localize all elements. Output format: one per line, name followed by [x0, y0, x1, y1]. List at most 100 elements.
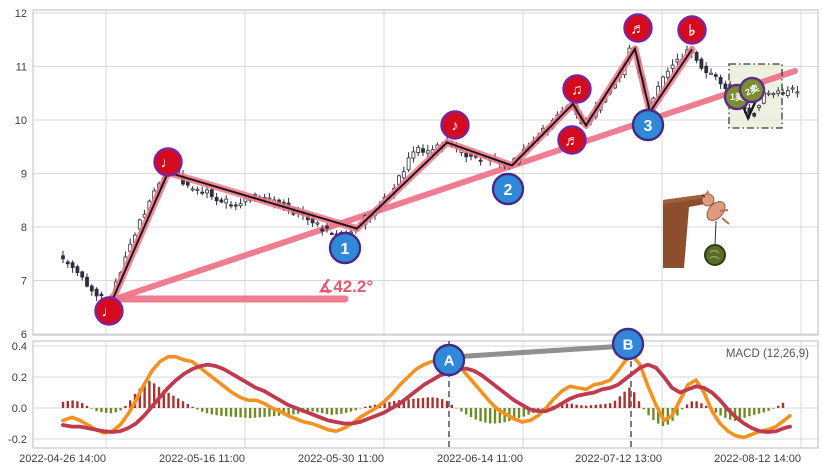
pig-leg	[719, 209, 729, 212]
candle-body	[665, 70, 670, 78]
candle-body	[704, 65, 709, 74]
eighth-note-marker[interactable]: ♪	[440, 110, 470, 140]
x-tick: 2022-06-14 11:00	[437, 453, 523, 465]
beamed-sixteenth-notes-marker-label: ♬	[565, 132, 580, 149]
sell-point-marker-circle[interactable]	[736, 74, 768, 106]
x-tick: 2022-08-12 14:00	[714, 453, 801, 465]
main-y-tick: 8	[21, 222, 27, 234]
candle-body	[401, 171, 406, 179]
macd-y-tick: 0.2	[12, 372, 27, 384]
candle-body	[325, 225, 329, 229]
candle-body	[771, 93, 776, 96]
candle-body	[675, 58, 680, 63]
candle-body	[411, 151, 416, 159]
macd-y-tick: -0.2	[8, 434, 27, 446]
candle-body	[464, 152, 469, 158]
divergence-B-marker-label: B	[623, 336, 634, 353]
sell-point-marker-label: 2卖	[743, 82, 760, 98]
pivot-3-marker-circle[interactable]	[631, 108, 665, 142]
candle-body	[238, 203, 243, 207]
ab-divergence-line	[449, 343, 628, 360]
trendline	[109, 68, 798, 303]
x-tick: 2022-05-16 11:00	[159, 453, 245, 465]
pig-ear	[704, 190, 710, 195]
candle-body	[752, 113, 757, 117]
candle-body	[406, 157, 411, 171]
trend-lines	[109, 68, 798, 303]
eighth-note-marker-label: ♪	[451, 117, 459, 134]
main-y-tick: 11	[16, 62, 27, 74]
beamed-eighth-notes-marker-label: ♫	[571, 81, 582, 98]
quarter-note-marker-circle[interactable]	[153, 147, 183, 177]
flat-sign-marker-label: ♭	[688, 22, 695, 39]
candle-body	[61, 255, 65, 260]
beamed-eighth-notes-marker[interactable]: ♫	[562, 74, 592, 104]
zigzag-segments	[108, 45, 760, 305]
candle-body	[790, 87, 795, 90]
pivot-2-marker-circle[interactable]	[491, 172, 525, 206]
pivot-3-marker[interactable]: 3	[631, 108, 665, 142]
candle-body	[699, 58, 704, 69]
quarter-note-marker-label: ♩	[102, 303, 117, 320]
pig-arm	[701, 194, 706, 198]
macd-panel-content	[61, 341, 792, 448]
divergence-B-marker[interactable]: B	[611, 327, 645, 361]
flat-sign-marker-circle[interactable]	[677, 15, 707, 45]
pivot-1-marker-label: 1	[341, 241, 350, 258]
cliff-shape	[663, 194, 707, 268]
x-tick: 2022-07-12 13:00	[575, 453, 662, 465]
beamed-sixteenth-notes-marker-circle[interactable]	[557, 125, 587, 155]
divergence-A-marker-circle[interactable]	[432, 343, 466, 377]
ball-pattern	[709, 250, 720, 260]
hanging-pig-cartoon	[663, 190, 730, 268]
candle-body	[766, 92, 771, 95]
candle-body	[214, 197, 219, 202]
candle-body	[694, 52, 699, 61]
divergence-B-marker-circle[interactable]	[611, 327, 645, 361]
divergence-A-marker-label: A	[444, 352, 455, 369]
pivot-1-marker-circle[interactable]	[328, 231, 362, 265]
main-y-tick: 12	[15, 8, 27, 20]
quarter-note-marker[interactable]: ♩	[94, 296, 124, 326]
candle-body	[80, 271, 85, 278]
pivot-1-marker[interactable]: 1	[328, 231, 362, 265]
eighth-note-marker-circle[interactable]	[440, 110, 470, 140]
macd-dea-line	[61, 362, 792, 434]
flat-sign-marker[interactable]: ♭	[677, 15, 707, 45]
candle-body	[670, 64, 675, 69]
candle-body	[320, 228, 325, 232]
quarter-note-marker[interactable]: ♩	[153, 147, 183, 177]
main-y-tick: 6	[21, 329, 27, 341]
weight-ball	[704, 244, 726, 266]
candle-body	[416, 147, 421, 153]
main-y-tick: 9	[21, 169, 27, 181]
candle-body	[65, 261, 70, 265]
beamed-sixteenth-notes-marker-circle[interactable]	[623, 13, 653, 43]
beamed-sixteenth-notes-marker[interactable]: ♬	[623, 13, 653, 43]
angle-annotation: ∡42.2°	[318, 277, 373, 296]
x-tick: 2022-04-26 14:00	[19, 453, 106, 465]
pivot-2-marker[interactable]: 2	[491, 172, 525, 206]
candle-body	[70, 262, 75, 268]
sell-point-marker[interactable]: 2卖	[736, 74, 768, 106]
string	[714, 220, 717, 247]
candle-body	[757, 105, 761, 108]
pivot-2-marker-label: 2	[504, 182, 513, 199]
candle-body	[89, 285, 94, 292]
candle-body	[190, 188, 195, 191]
candle-body	[781, 92, 785, 95]
quarter-note-marker-circle[interactable]	[94, 296, 124, 326]
beamed-eighth-notes-marker-circle[interactable]	[562, 74, 592, 104]
candle-body	[99, 293, 104, 297]
candle-body	[718, 77, 723, 85]
pivot-3-marker-label: 3	[644, 118, 653, 135]
candle-body	[205, 189, 209, 194]
beamed-sixteenth-notes-marker-label: ♬	[631, 20, 646, 37]
macd-y-tick: 0.0	[12, 403, 27, 415]
main-panel-border	[32, 9, 819, 336]
candle-body	[315, 222, 320, 225]
divergence-A-marker[interactable]: A	[432, 343, 466, 377]
beamed-sixteenth-notes-marker[interactable]: ♬	[557, 125, 587, 155]
